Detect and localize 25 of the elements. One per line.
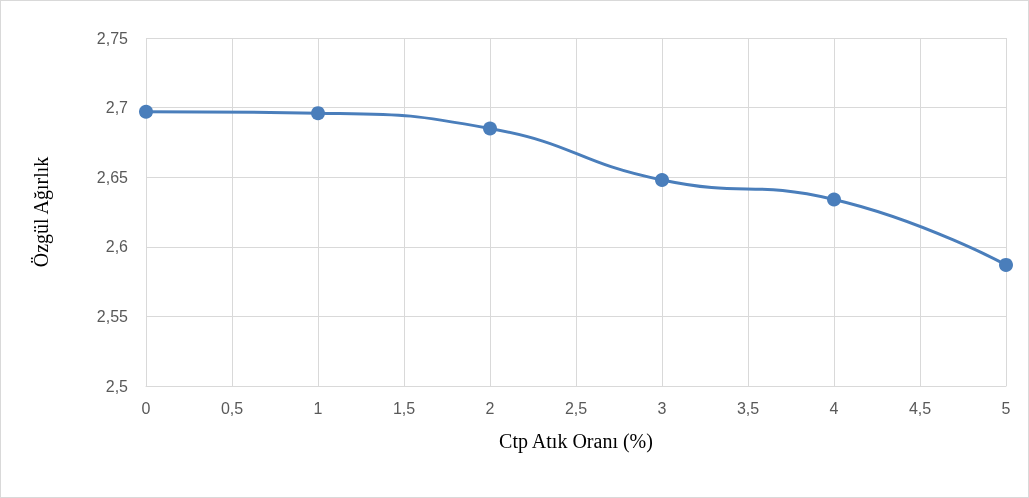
x-tick-label: 0 [141, 399, 151, 417]
y-tick-label: 2,5 [105, 377, 129, 395]
y-axis-title: Özgül Ağırlık [30, 156, 53, 268]
point [483, 121, 497, 136]
x-tick-label: 1 [313, 399, 323, 417]
x-tick-label: 1,5 [392, 399, 416, 417]
point [827, 192, 841, 207]
x-tick-label: 3 [657, 399, 667, 417]
x-tick-label: 3,5 [736, 399, 760, 417]
y-tick-label: 2,65 [96, 168, 129, 186]
point [999, 257, 1013, 272]
point [311, 106, 325, 121]
x-tick-label: 5 [1001, 399, 1011, 417]
x-tick-label: 0,5 [220, 399, 244, 417]
point [655, 172, 669, 187]
y-tick-label: 2,55 [96, 307, 129, 325]
y-tick-label: 2,75 [96, 29, 129, 47]
x-tick-label: 2,5 [564, 399, 588, 417]
y-tick-label: 2,7 [105, 99, 129, 117]
x-tick-label: 4 [829, 399, 839, 417]
x-tick-label: 4,5 [908, 399, 932, 417]
x-tick-label: 2 [485, 399, 495, 417]
point [139, 104, 153, 119]
x-axis-title: Ctp Atık Oranı (%) [499, 430, 653, 453]
y-tick-label: 2,6 [105, 238, 129, 256]
